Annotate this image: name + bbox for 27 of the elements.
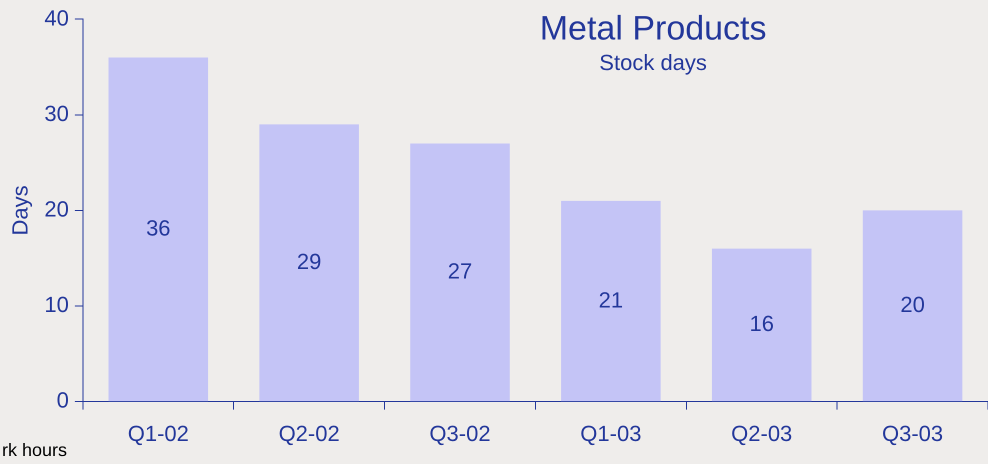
y-tick-label: 30 — [44, 100, 69, 126]
y-tick-label: 40 — [44, 5, 69, 30]
x-tick-label: Q3-03 — [882, 420, 944, 446]
y-tick-label: 0 — [56, 388, 69, 413]
x-tick-label: Q1-03 — [580, 420, 642, 446]
bar — [561, 200, 661, 402]
chart-title: Metal Products — [540, 9, 766, 48]
x-tick-label: Q3-02 — [429, 420, 491, 446]
data-label: 36 — [146, 216, 171, 241]
y-axis-title: Days — [7, 185, 32, 236]
bar — [712, 248, 812, 402]
data-label: 27 — [448, 258, 472, 284]
data-label: 16 — [749, 311, 774, 336]
bar — [259, 124, 359, 402]
data-label: 21 — [598, 287, 624, 312]
text: rk hours — [2, 440, 68, 460]
x-tick-label: Q1-02 — [128, 420, 189, 446]
y-tick-label: 20 — [44, 196, 69, 222]
bar — [862, 210, 962, 402]
bar — [410, 143, 510, 402]
data-label: 29 — [296, 249, 322, 274]
x-tick-label: Q2-02 — [278, 420, 340, 446]
data-label: 20 — [900, 292, 925, 318]
x-tick-label: Q2-03 — [731, 420, 792, 446]
y-tick-label: 10 — [44, 292, 69, 318]
bar — [108, 57, 208, 402]
text: Stock days — [599, 50, 707, 76]
